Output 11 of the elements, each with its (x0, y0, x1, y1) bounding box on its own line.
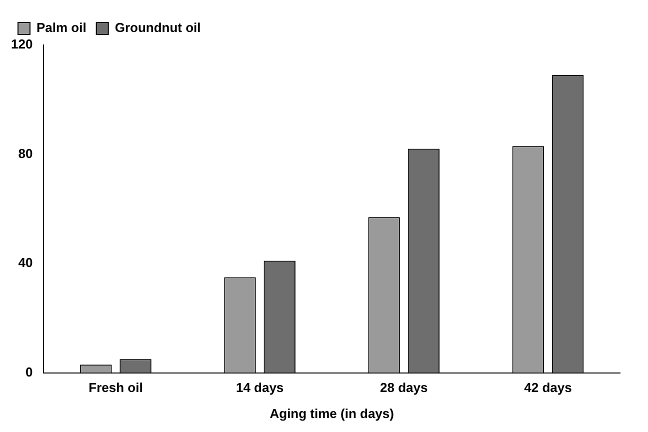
y-tick-label: 40 (18, 255, 33, 270)
x-tick-label: Fresh oil (88, 380, 143, 396)
legend-label: Groundnut oil (114, 20, 201, 36)
y-tick-label: 0 (25, 364, 33, 380)
x-tick-label: 14 days (236, 380, 284, 396)
y-tick-label: 80 (18, 146, 33, 161)
x-tick-label: 28 days (380, 380, 428, 396)
legend-label: Palm oil (36, 20, 86, 36)
y-tick-label: 120 (10, 36, 33, 52)
x-tick-label: 42 days (524, 380, 572, 396)
x-axis-title: Aging time (in days) (270, 406, 394, 421)
